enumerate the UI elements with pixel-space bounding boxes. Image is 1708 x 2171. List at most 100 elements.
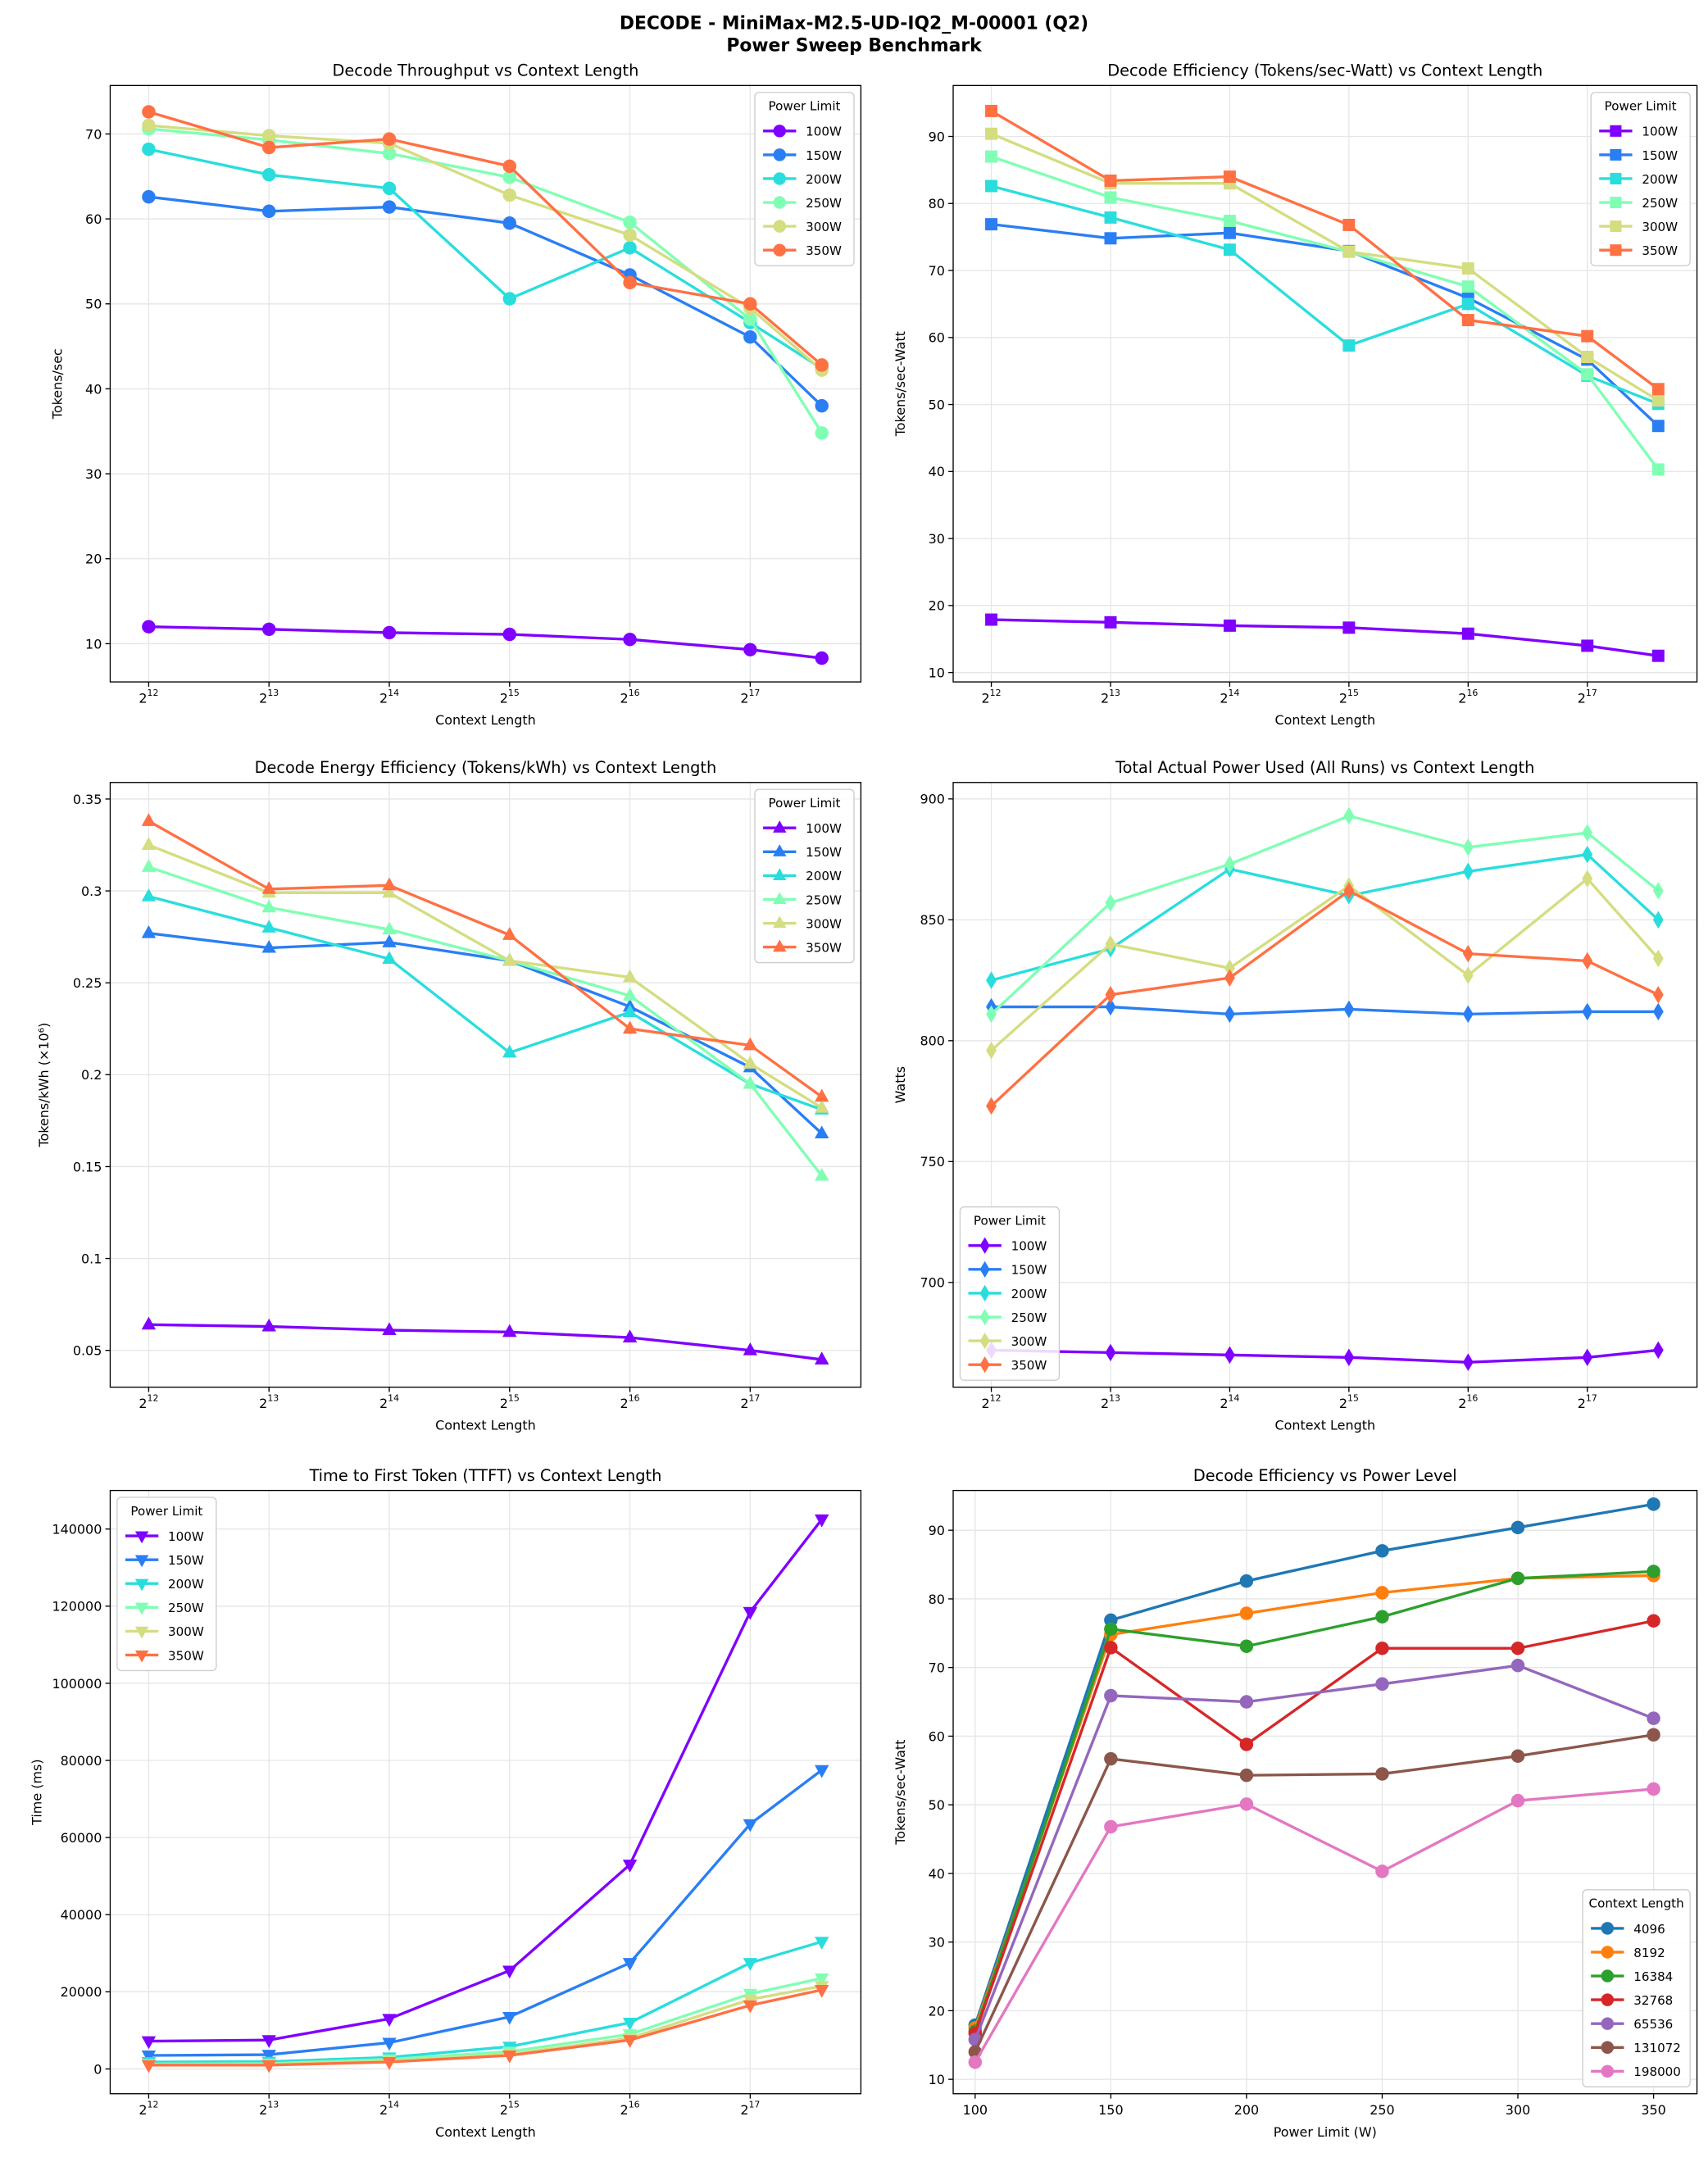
data-point [623, 216, 637, 229]
data-point [1510, 1571, 1525, 1586]
data-point [743, 1819, 758, 1833]
data-point [1375, 1610, 1389, 1624]
data-point [1224, 1005, 1235, 1024]
legend-label: 150W [806, 845, 842, 860]
data-point [622, 1020, 638, 1034]
data-point [1652, 882, 1664, 900]
data-point [502, 2051, 517, 2064]
y-tick-label: 70 [929, 263, 945, 279]
data-point [1105, 986, 1116, 1004]
data-point [1651, 420, 1665, 433]
data-point [985, 104, 998, 117]
data-point [1651, 383, 1665, 396]
x-tick-label: 217 [740, 1392, 760, 1410]
data-point [1342, 245, 1356, 258]
y-tick-label: 90 [929, 129, 945, 144]
subplot-title: Time to First Token (TTFT) vs Context Le… [308, 1466, 661, 1485]
x-tick-label: 213 [259, 1392, 279, 1410]
data-point [1582, 952, 1593, 970]
y-tick-label: 0.25 [73, 975, 102, 991]
y-tick-label: 750 [920, 1154, 944, 1170]
data-point [1223, 215, 1236, 227]
series-350W [142, 105, 829, 372]
x-tick-exponent: 16 [629, 688, 640, 698]
series-line [148, 195, 823, 407]
legend-label: 300W [1642, 220, 1678, 234]
data-point [1224, 855, 1235, 874]
series-line [990, 132, 1660, 402]
data-point [1510, 1793, 1525, 1808]
data-point [743, 643, 757, 656]
legend-label: 250W [1642, 196, 1678, 211]
y-axis-label: Tokens/sec [50, 348, 66, 420]
x-tick-exponent: 14 [388, 1392, 399, 1403]
legend-title: Power Limit [769, 796, 841, 811]
x-tick-label: 214 [379, 1392, 399, 1410]
legend-marker [134, 1578, 149, 1592]
legend-marker [773, 243, 786, 257]
series-line [974, 1502, 1654, 2026]
y-tick-label: 30 [929, 1935, 945, 1951]
data-point [261, 204, 276, 219]
y-tick-label: 80 [929, 1592, 945, 1607]
data-point [261, 939, 276, 953]
legend-marker [773, 844, 787, 856]
x-tick-label: 215 [1339, 1392, 1359, 1410]
series-line [974, 1733, 1654, 2053]
series-350W [141, 1985, 829, 2073]
legend: Power Limit 100W 150W 200W 250W 300W 350W [1590, 92, 1691, 266]
data-point [1651, 649, 1665, 662]
series-line [974, 1787, 1654, 2064]
x-tick-label: 215 [1339, 688, 1359, 706]
data-point [1375, 1677, 1389, 1692]
suptitle-line-1: DECODE - MiniMax-M2.5-UD-IQ2_M-00001 (Q2… [620, 13, 1088, 34]
data-point [1343, 806, 1355, 825]
data-point [502, 2011, 517, 2025]
legend-label: 200W [1642, 172, 1678, 187]
data-point [1462, 1353, 1474, 1371]
y-tick-label: 60 [929, 330, 945, 346]
data-point [502, 927, 517, 940]
data-point [1104, 191, 1117, 204]
data-point [743, 1606, 758, 1620]
data-point [1104, 174, 1117, 187]
legend-marker [773, 892, 787, 905]
x-tick-exponent: 16 [629, 1392, 640, 1403]
x-tick-exponent: 17 [748, 688, 760, 698]
y-tick-label: 40000 [61, 1907, 102, 1923]
legend-label: 350W [168, 1648, 204, 1663]
data-point [623, 633, 637, 647]
data-point [382, 1322, 397, 1336]
x-tick-label: 216 [620, 1392, 640, 1410]
series-line [148, 127, 824, 434]
y-tick-label: 90 [929, 1523, 945, 1538]
x-tick-label: 214 [1220, 688, 1239, 706]
legend-marker [979, 1332, 990, 1350]
data-point [1343, 882, 1355, 900]
data-point [985, 150, 998, 163]
data-point [1105, 935, 1116, 953]
data-point [1647, 1782, 1660, 1796]
axes-frame [109, 782, 862, 1388]
data-point [502, 159, 517, 174]
y-tick-label: 20 [929, 598, 945, 614]
subplot-2: 212 213 214 215 216 217 10 20 30 40 50 60 70 80 90 Deco… [893, 61, 1698, 728]
data-point [141, 888, 157, 902]
data-point [1239, 1606, 1254, 1620]
y-tick-label: 40 [85, 381, 102, 397]
data-point [1105, 997, 1116, 1016]
y-tick-label: 900 [920, 792, 944, 807]
data-point [985, 127, 998, 140]
legend: Context Length 4096 8192 16384 32768 65536 131… [1582, 1889, 1691, 2088]
data-point [382, 934, 397, 947]
x-tick-label: 217 [740, 2100, 760, 2118]
legend-marker [1601, 1993, 1615, 2006]
data-point [502, 292, 517, 306]
data-point [1652, 1002, 1664, 1021]
data-point [1239, 1639, 1254, 1653]
x-tick-exponent: 16 [1466, 1392, 1478, 1403]
y-tick-label: 60 [929, 1728, 945, 1744]
y-tick-label: 140000 [52, 1522, 102, 1537]
data-point [1239, 1737, 1254, 1751]
x-tick-label: 214 [1220, 1392, 1239, 1410]
